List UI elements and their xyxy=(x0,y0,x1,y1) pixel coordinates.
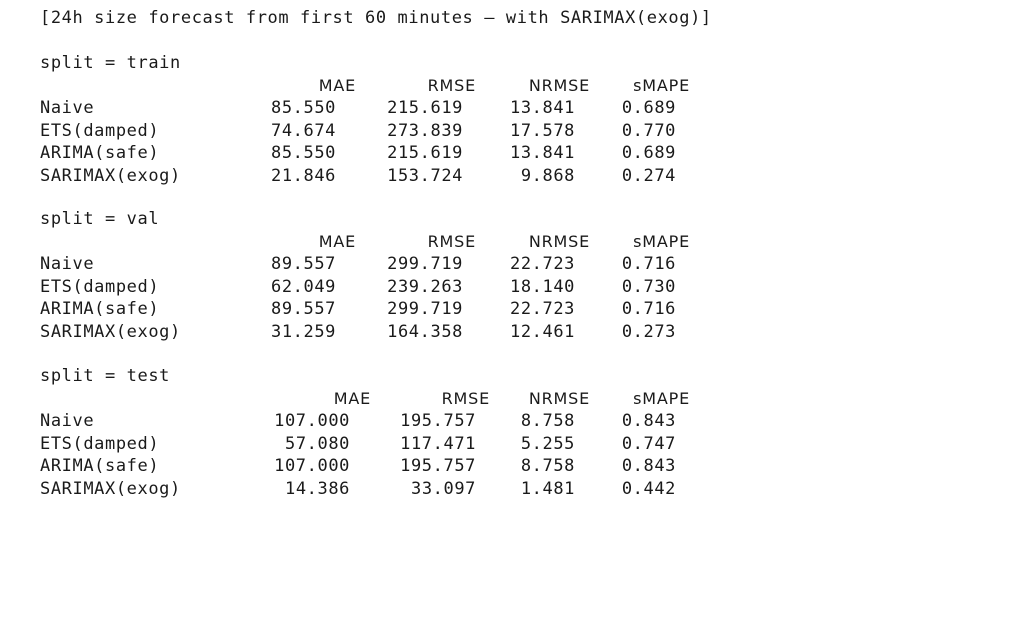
split-block-val: split = val MAE RMSE NRMSE sMAPE Naive 8… xyxy=(40,208,740,344)
split-title: split = val xyxy=(40,209,160,229)
nrmse-value: 22.723 xyxy=(509,254,575,275)
mae-value: 85.550 xyxy=(270,98,336,119)
model-name: ARIMA(safe) xyxy=(40,456,160,477)
model-name: ARIMA(safe) xyxy=(40,299,160,320)
rmse-value: 299.719 xyxy=(387,299,463,320)
table-header-row: MAE RMSE NRMSE sMAPE xyxy=(40,75,740,98)
nrmse-value: 13.841 xyxy=(509,98,575,119)
table-row: ETS(damped) 74.674 273.839 17.578 0.770 xyxy=(40,120,740,143)
smape-value: 0.274 xyxy=(621,165,676,186)
smape-value: 0.716 xyxy=(621,254,676,275)
nrmse-value: 12.461 xyxy=(509,321,575,342)
rmse-value: 195.757 xyxy=(400,456,476,477)
column-header-rmse: RMSE xyxy=(441,388,490,408)
column-header-nrmse: NRMSE xyxy=(528,388,590,408)
table-row: SARIMAX(exog) 31.259 164.358 12.461 0.27… xyxy=(40,321,740,344)
mae-value: 21.846 xyxy=(270,165,336,186)
nrmse-value: 5.255 xyxy=(520,433,575,454)
model-name: ETS(damped) xyxy=(40,120,160,141)
model-name: Naive xyxy=(40,254,95,275)
smape-value: 0.843 xyxy=(621,456,676,477)
mae-value: 62.049 xyxy=(270,276,336,297)
column-header-nrmse: NRMSE xyxy=(528,231,590,251)
rmse-value: 33.097 xyxy=(410,478,476,499)
column-header-mae: MAE xyxy=(333,388,371,408)
table-row: ARIMA(safe) 107.000 195.757 8.758 0.843 xyxy=(40,455,740,478)
column-header-smape: sMAPE xyxy=(633,75,690,95)
split-title: split = train xyxy=(40,53,181,73)
column-header-rmse: RMSE xyxy=(427,75,476,95)
mae-value: 74.674 xyxy=(270,120,336,141)
column-header-mae: MAE xyxy=(318,75,356,95)
smape-value: 0.689 xyxy=(621,98,676,119)
rmse-value: 195.757 xyxy=(400,411,476,432)
table-header-row: MAE RMSE NRMSE sMAPE xyxy=(40,231,740,254)
rmse-value: 273.839 xyxy=(387,120,463,141)
model-name: ARIMA(safe) xyxy=(40,143,160,164)
table-row: Naive 85.550 215.619 13.841 0.689 xyxy=(40,97,740,120)
split-block-test: split = test MAE RMSE NRMSE sMAPE Naive … xyxy=(40,365,740,501)
mae-value: 85.550 xyxy=(270,143,336,164)
smape-value: 0.273 xyxy=(621,321,676,342)
column-header-nrmse: NRMSE xyxy=(528,75,590,95)
mae-value: 14.386 xyxy=(284,478,350,499)
table-row: ETS(damped) 57.080 117.471 5.255 0.747 xyxy=(40,433,740,456)
split-block-train: split = train MAE RMSE NRMSE sMAPE Naive… xyxy=(40,52,740,188)
mae-value: 89.557 xyxy=(270,299,336,320)
rmse-value: 153.724 xyxy=(387,165,463,186)
nrmse-value: 1.481 xyxy=(520,478,575,499)
mae-value: 31.259 xyxy=(270,321,336,342)
table-row: SARIMAX(exog) 14.386 33.097 1.481 0.442 xyxy=(40,478,740,501)
model-name: ETS(damped) xyxy=(40,433,160,454)
column-header-smape: sMAPE xyxy=(633,388,690,408)
model-name: Naive xyxy=(40,411,95,432)
model-name: SARIMAX(exog) xyxy=(40,165,181,186)
smape-value: 0.442 xyxy=(621,478,676,499)
model-name: Naive xyxy=(40,98,95,119)
rmse-value: 299.719 xyxy=(387,254,463,275)
console-output[interactable]: [24h size forecast from first 60 minutes… xyxy=(0,0,1024,512)
nrmse-value: 8.758 xyxy=(520,411,575,432)
mae-value: 89.557 xyxy=(270,254,336,275)
smape-value: 0.689 xyxy=(621,143,676,164)
table-header-row: MAE RMSE NRMSE sMAPE xyxy=(40,388,740,411)
nrmse-value: 17.578 xyxy=(509,120,575,141)
mae-value: 57.080 xyxy=(284,433,350,454)
table-row: ARIMA(safe) 85.550 215.619 13.841 0.689 xyxy=(40,142,740,165)
table-row: Naive 107.000 195.757 8.758 0.843 xyxy=(40,410,740,433)
model-name: SARIMAX(exog) xyxy=(40,478,181,499)
split-title: split = test xyxy=(40,366,171,386)
smape-value: 0.716 xyxy=(621,299,676,320)
column-header-smape: sMAPE xyxy=(633,231,690,251)
rmse-value: 164.358 xyxy=(387,321,463,342)
smape-value: 0.747 xyxy=(621,433,676,454)
model-name: ETS(damped) xyxy=(40,276,160,297)
rmse-value: 239.263 xyxy=(387,276,463,297)
nrmse-value: 22.723 xyxy=(509,299,575,320)
nrmse-value: 18.140 xyxy=(509,276,575,297)
smape-value: 0.730 xyxy=(621,276,676,297)
table-row: SARIMAX(exog) 21.846 153.724 9.868 0.274 xyxy=(40,165,740,188)
mae-value: 107.000 xyxy=(274,411,350,432)
smape-value: 0.843 xyxy=(621,411,676,432)
smape-value: 0.770 xyxy=(621,120,676,141)
rmse-value: 215.619 xyxy=(387,98,463,119)
table-row: ARIMA(safe) 89.557 299.719 22.723 0.716 xyxy=(40,298,740,321)
rmse-value: 215.619 xyxy=(387,143,463,164)
model-name: SARIMAX(exog) xyxy=(40,321,181,342)
nrmse-value: 13.841 xyxy=(509,143,575,164)
table-row: Naive 89.557 299.719 22.723 0.716 xyxy=(40,253,740,276)
nrmse-value: 8.758 xyxy=(520,456,575,477)
nrmse-value: 9.868 xyxy=(520,165,575,186)
forecast-header: [24h size forecast from first 60 minutes… xyxy=(40,8,712,28)
column-header-mae: MAE xyxy=(318,231,356,251)
mae-value: 107.000 xyxy=(274,456,350,477)
column-header-rmse: RMSE xyxy=(427,231,476,251)
rmse-value: 117.471 xyxy=(400,433,476,454)
table-row: ETS(damped) 62.049 239.263 18.140 0.730 xyxy=(40,276,740,299)
